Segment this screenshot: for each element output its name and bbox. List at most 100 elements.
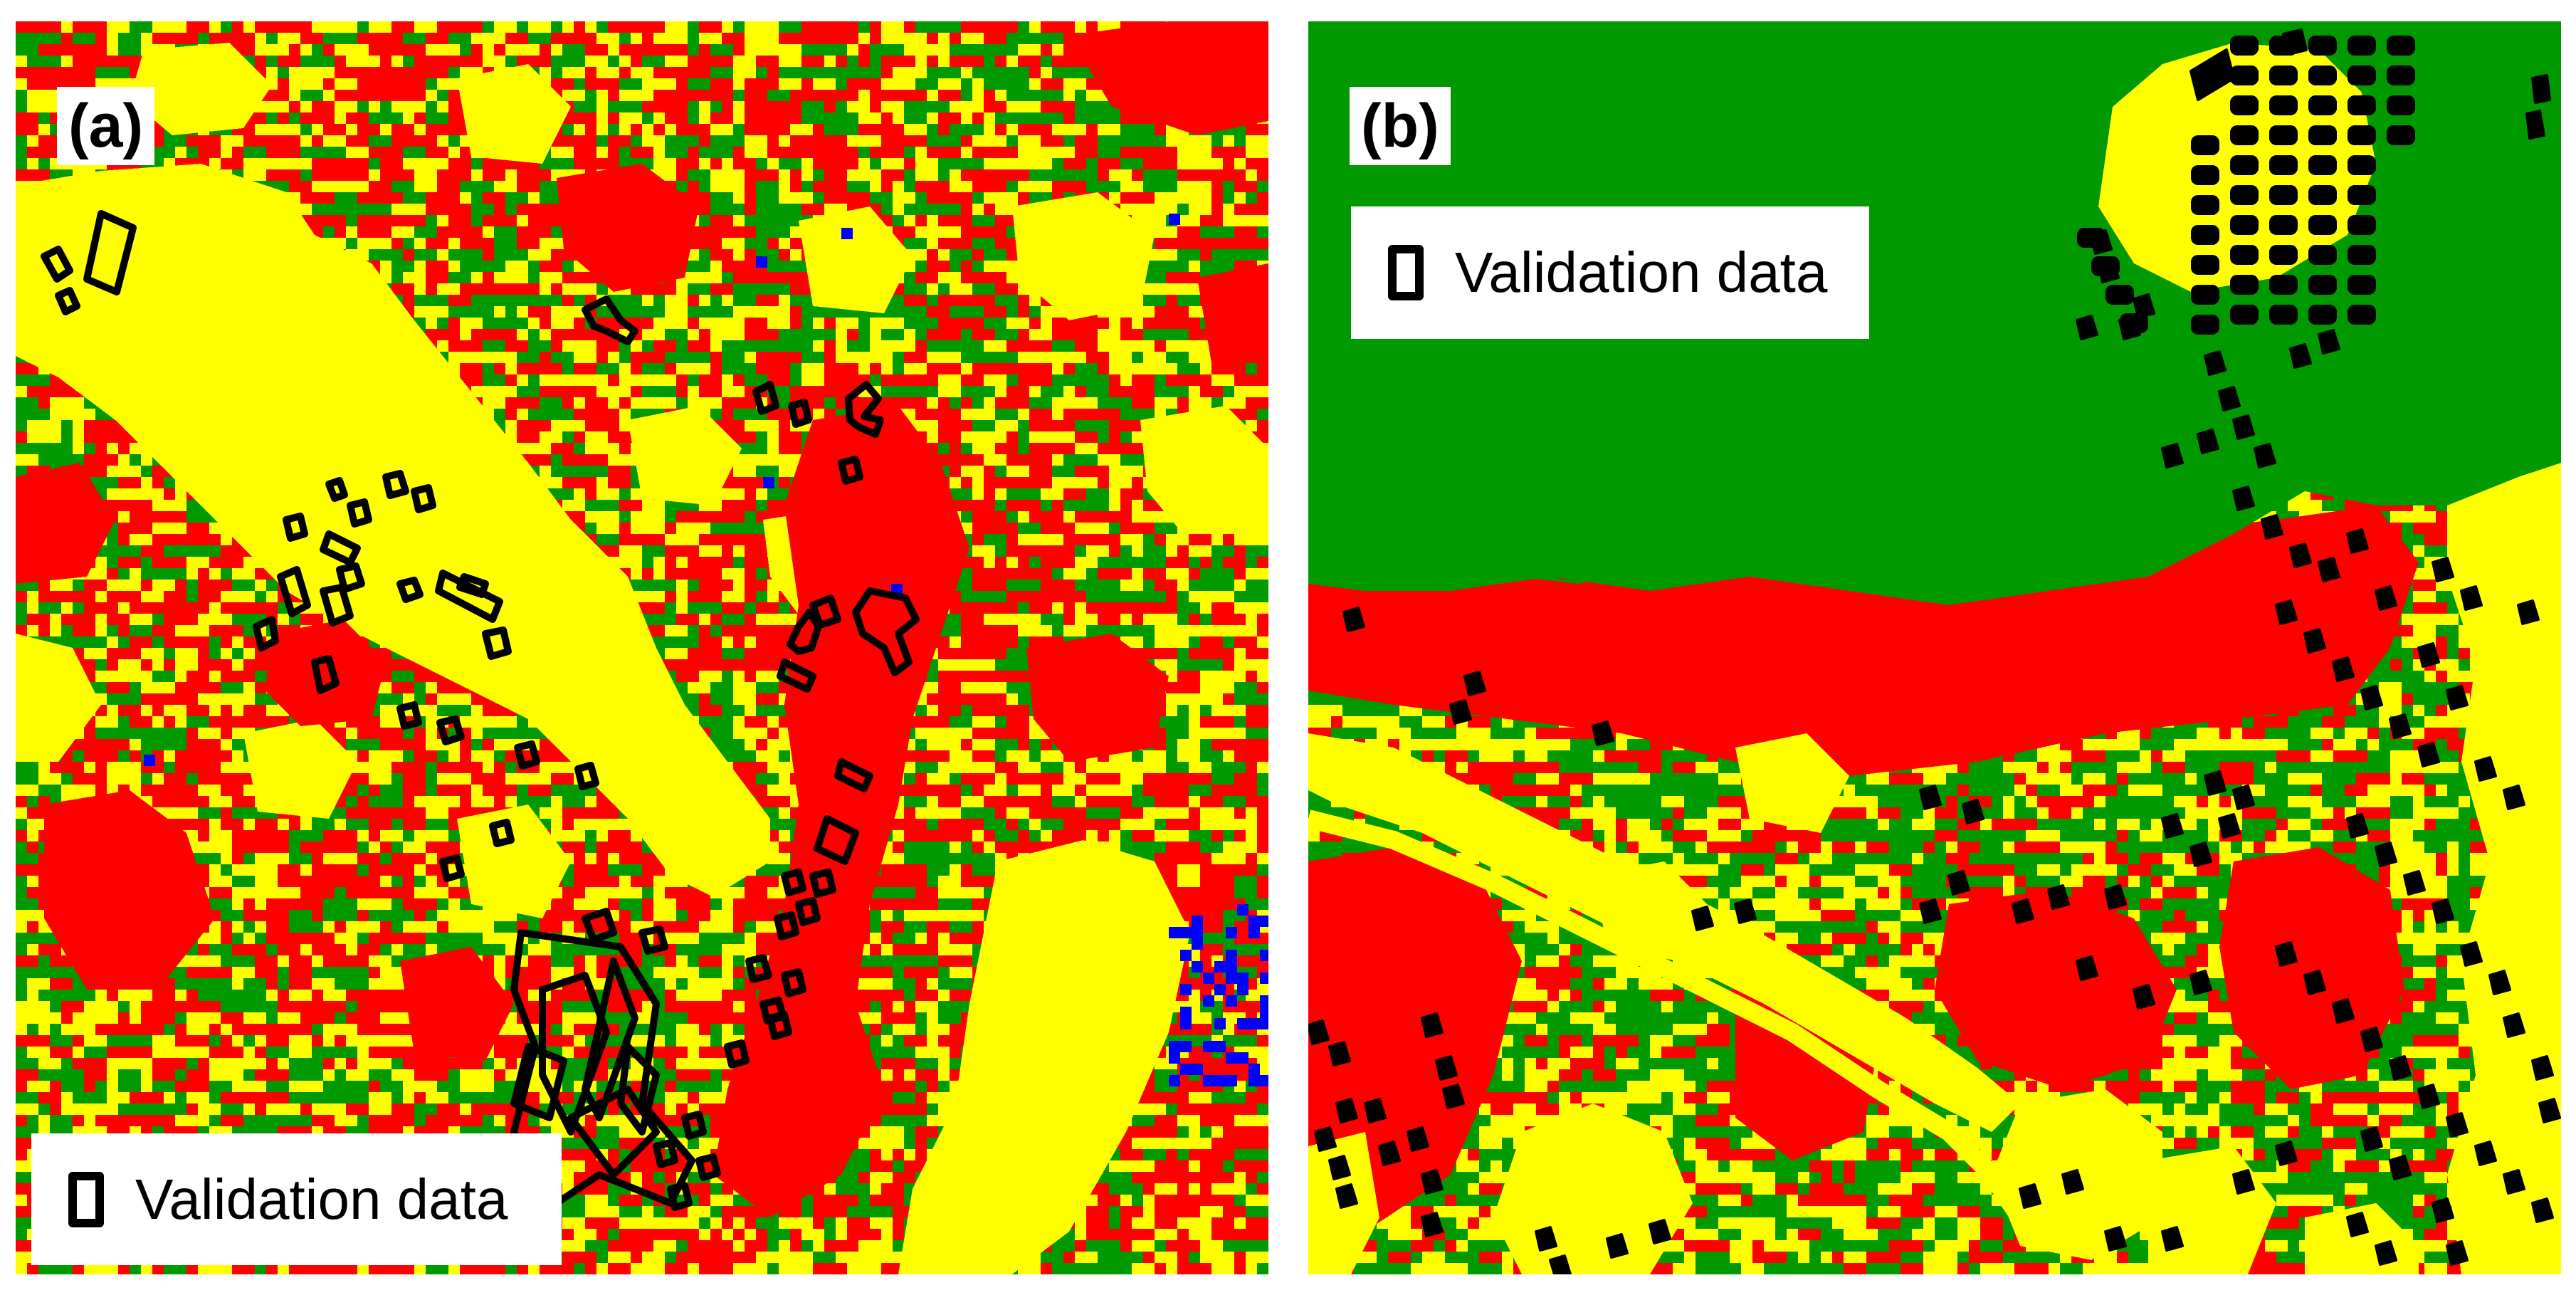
land-cover-pixel xyxy=(745,910,779,921)
land-cover-pixel xyxy=(152,659,164,671)
land-cover-pixel xyxy=(1018,192,1029,204)
land-cover-pixel xyxy=(562,910,574,921)
land-cover-pixel xyxy=(733,147,745,158)
land-cover-pixel xyxy=(528,192,540,204)
land-cover-pixel xyxy=(483,955,494,967)
land-cover-pixel xyxy=(505,397,540,409)
land-cover-pixel xyxy=(1006,283,1018,295)
land-cover-pixel xyxy=(1257,215,1268,226)
land-cover-pixel xyxy=(16,864,38,876)
land-cover-pixel xyxy=(665,955,676,967)
land-cover-pixel xyxy=(881,33,893,44)
land-cover-pixel xyxy=(1120,466,1143,477)
land-cover-pixel xyxy=(414,898,437,910)
land-cover-pixel xyxy=(107,773,141,785)
land-cover-pixel xyxy=(665,568,688,580)
land-cover-pixel xyxy=(1052,807,1086,819)
land-cover-pixel xyxy=(209,21,221,33)
land-cover-pixel xyxy=(517,306,528,318)
land-cover-pixel xyxy=(221,773,255,785)
land-cover-pixel xyxy=(904,352,927,363)
land-cover-pixel xyxy=(164,807,198,819)
land-cover-pixel xyxy=(972,181,1006,192)
land-cover-pixel xyxy=(1052,580,1075,591)
land-cover-pixel xyxy=(1086,819,1098,830)
land-cover-pixel xyxy=(1052,500,1063,511)
land-cover-pixel xyxy=(950,887,984,898)
land-cover-pixel xyxy=(266,830,289,842)
land-cover-pixel xyxy=(38,101,61,112)
land-cover-pixel xyxy=(733,56,756,67)
land-cover-pixel xyxy=(551,147,562,158)
land-cover-pixel xyxy=(141,716,152,728)
land-cover-pixel xyxy=(596,101,608,112)
land-cover-pixel xyxy=(1086,773,1109,785)
land-cover-pixel xyxy=(369,101,380,112)
land-cover-pixel xyxy=(722,659,756,671)
land-cover-pixel xyxy=(1211,682,1223,693)
land-cover-pixel xyxy=(688,147,699,158)
land-cover-pixel xyxy=(1109,488,1120,500)
land-cover-pixel xyxy=(1200,591,1234,602)
land-cover-pixel xyxy=(221,933,232,944)
land-cover-pixel xyxy=(391,682,414,693)
land-cover-pixel xyxy=(209,1001,221,1012)
land-cover-pixel xyxy=(596,853,608,864)
land-cover-pixel xyxy=(585,887,619,898)
land-cover-pixel xyxy=(756,716,767,728)
land-cover-pixel xyxy=(1018,306,1029,318)
land-cover-pixel xyxy=(972,78,984,90)
land-cover-pixel xyxy=(972,534,984,545)
land-cover-pixel xyxy=(824,318,836,329)
land-cover-pixel xyxy=(369,147,391,158)
land-cover-pixel xyxy=(1200,864,1223,876)
land-cover-pixel xyxy=(130,750,141,762)
land-cover-pixel xyxy=(380,864,391,876)
land-cover-pixel xyxy=(1223,374,1234,386)
land-cover-pixel xyxy=(551,363,562,374)
land-cover-pixel xyxy=(152,21,175,33)
land-cover-pixel xyxy=(1018,158,1052,169)
land-cover-pixel xyxy=(562,887,585,898)
land-cover-pixel xyxy=(995,625,1018,636)
land-cover-pixel xyxy=(1155,648,1177,659)
land-cover-pixel xyxy=(984,785,1006,796)
land-cover-pixel xyxy=(1223,614,1246,625)
land-cover-pixel xyxy=(107,56,130,67)
land-cover-pixel xyxy=(209,580,232,591)
land-cover-pixel xyxy=(1166,591,1177,602)
land-cover-pixel xyxy=(426,842,460,853)
land-cover-pixel xyxy=(494,204,505,215)
land-cover-pixel xyxy=(858,1001,870,1012)
land-cover-pixel xyxy=(665,978,676,990)
land-cover-pixel xyxy=(1132,431,1143,443)
land-cover-pixel xyxy=(733,112,745,124)
land-cover-pixel xyxy=(232,750,243,762)
land-cover-pixel xyxy=(1075,523,1109,534)
land-cover-pixel xyxy=(699,955,722,967)
land-cover-pixel xyxy=(745,477,767,488)
land-cover-pixel xyxy=(688,56,699,67)
land-cover-pixel xyxy=(403,773,426,785)
land-cover-pixel xyxy=(1143,614,1166,625)
land-cover-pixel xyxy=(164,785,198,796)
land-cover-pixel xyxy=(972,545,995,557)
land-cover-pixel xyxy=(505,44,517,56)
land-cover-pixel xyxy=(551,44,562,56)
land-cover-pixel xyxy=(175,625,186,636)
land-cover-pixel xyxy=(232,853,243,864)
land-cover-pixel xyxy=(414,933,426,944)
land-cover-pixel xyxy=(369,33,403,44)
land-cover-pixel xyxy=(357,215,391,226)
land-cover-pixel xyxy=(84,409,95,420)
land-cover-pixel xyxy=(984,466,995,477)
land-cover-pixel xyxy=(426,67,448,78)
land-cover-pixel xyxy=(1086,90,1098,101)
land-cover-pixel xyxy=(745,773,756,785)
land-cover-pixel xyxy=(710,124,733,135)
land-cover-pixel xyxy=(312,21,323,33)
land-cover-pixel xyxy=(961,169,972,181)
land-cover-pixel xyxy=(1143,374,1155,386)
land-cover-pixel xyxy=(380,682,391,693)
land-cover-pixel xyxy=(984,830,995,842)
